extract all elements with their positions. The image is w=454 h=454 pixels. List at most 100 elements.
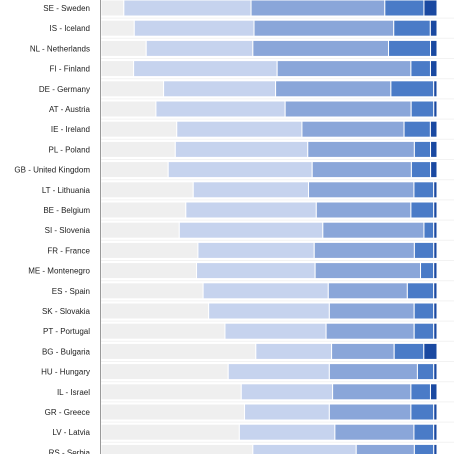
bar-segment-3[interactable] (322, 221, 425, 239)
bar-segment-5[interactable] (423, 0, 438, 17)
bar-segment-5[interactable] (433, 100, 438, 118)
bar-segment-4[interactable] (423, 221, 435, 239)
bar-segment-4[interactable] (413, 302, 435, 320)
bar-segment-2[interactable] (145, 39, 254, 57)
bar-segment-2[interactable] (252, 443, 357, 454)
bar-segment-5[interactable] (429, 60, 438, 78)
bar-segment-2[interactable] (238, 423, 336, 441)
bar-segment-3[interactable] (327, 282, 408, 300)
bar-segment-1[interactable] (100, 241, 199, 259)
bar-segment-1[interactable] (100, 423, 240, 441)
bar-segment-1[interactable] (100, 342, 257, 360)
bar-segment-4[interactable] (388, 39, 432, 57)
bar-segment-2[interactable] (192, 181, 310, 199)
bar-segment-2[interactable] (174, 140, 309, 158)
bar-segment-1[interactable] (100, 443, 254, 454)
bar-segment-1[interactable] (100, 302, 210, 320)
bar-segment-1[interactable] (100, 60, 135, 78)
bar-segment-1[interactable] (100, 383, 242, 401)
bar-segment-4[interactable] (413, 241, 435, 259)
bar-segment-5[interactable] (429, 19, 438, 37)
bar-segment-3[interactable] (331, 342, 395, 360)
bar-segment-3[interactable] (250, 0, 386, 17)
bar-segment-5[interactable] (433, 181, 438, 199)
bar-segment-1[interactable] (100, 262, 198, 280)
bar-segment-4[interactable] (410, 403, 435, 421)
bar-segment-2[interactable] (244, 403, 330, 421)
bar-segment-1[interactable] (100, 403, 246, 421)
bar-segment-3[interactable] (253, 19, 395, 37)
bar-segment-4[interactable] (416, 363, 435, 381)
bar-segment-2[interactable] (255, 342, 333, 360)
bar-segment-3[interactable] (301, 120, 405, 138)
bar-segment-4[interactable] (413, 140, 432, 158)
bar-segment-4[interactable] (390, 80, 435, 98)
bar-segment-2[interactable] (167, 161, 313, 179)
bar-segment-2[interactable] (133, 19, 255, 37)
bar-segment-1[interactable] (100, 161, 169, 179)
bar-segment-5[interactable] (423, 342, 438, 360)
bar-segment-5[interactable] (430, 140, 438, 158)
bar-segment-3[interactable] (328, 302, 415, 320)
bar-segment-5[interactable] (433, 262, 438, 280)
bar-segment-1[interactable] (100, 100, 157, 118)
bar-segment-2[interactable] (176, 120, 303, 138)
bar-segment-4[interactable] (413, 322, 435, 340)
bar-segment-2[interactable] (163, 80, 277, 98)
bar-segment-3[interactable] (334, 423, 415, 441)
bar-segment-5[interactable] (433, 403, 438, 421)
bar-segment-5[interactable] (433, 221, 438, 239)
bar-segment-3[interactable] (313, 241, 415, 259)
bar-segment-5[interactable] (433, 423, 438, 441)
bar-segment-5[interactable] (433, 241, 438, 259)
bar-segment-4[interactable] (406, 282, 435, 300)
bar-segment-4[interactable] (403, 120, 431, 138)
bar-segment-1[interactable] (100, 322, 226, 340)
bar-segment-2[interactable] (224, 322, 327, 340)
bar-segment-4[interactable] (410, 100, 435, 118)
bar-segment-1[interactable] (100, 282, 204, 300)
bar-segment-3[interactable] (275, 80, 392, 98)
bar-segment-3[interactable] (315, 201, 412, 219)
bar-segment-2[interactable] (178, 221, 324, 239)
bar-segment-5[interactable] (433, 363, 438, 381)
bar-segment-2[interactable] (196, 262, 316, 280)
bar-segment-1[interactable] (100, 0, 125, 17)
bar-segment-5[interactable] (433, 443, 438, 454)
bar-segment-2[interactable] (123, 0, 252, 17)
bar-segment-2[interactable] (133, 60, 278, 78)
bar-segment-4[interactable] (410, 383, 431, 401)
bar-segment-4[interactable] (420, 262, 435, 280)
bar-segment-4[interactable] (393, 342, 425, 360)
bar-segment-3[interactable] (284, 100, 412, 118)
bar-segment-2[interactable] (240, 383, 334, 401)
bar-segment-3[interactable] (308, 181, 415, 199)
bar-segment-3[interactable] (325, 322, 415, 340)
bar-segment-4[interactable] (410, 201, 435, 219)
bar-segment-1[interactable] (100, 181, 194, 199)
bar-segment-3[interactable] (328, 363, 418, 381)
bar-segment-1[interactable] (100, 140, 176, 158)
bar-segment-1[interactable] (100, 221, 180, 239)
bar-segment-3[interactable] (314, 262, 422, 280)
bar-segment-5[interactable] (433, 302, 438, 320)
bar-segment-2[interactable] (155, 100, 286, 118)
bar-segment-1[interactable] (100, 19, 135, 37)
bar-segment-5[interactable] (429, 120, 438, 138)
bar-segment-5[interactable] (433, 201, 438, 219)
bar-segment-1[interactable] (100, 80, 165, 98)
bar-segment-4[interactable] (384, 0, 425, 17)
bar-segment-5[interactable] (433, 282, 438, 300)
bar-segment-3[interactable] (328, 403, 412, 421)
bar-segment-3[interactable] (276, 60, 412, 78)
bar-segment-4[interactable] (413, 181, 435, 199)
bar-segment-4[interactable] (413, 423, 435, 441)
bar-segment-1[interactable] (100, 201, 187, 219)
bar-segment-1[interactable] (100, 39, 147, 57)
bar-segment-5[interactable] (430, 39, 438, 57)
bar-segment-4[interactable] (410, 161, 432, 179)
bar-segment-2[interactable] (208, 302, 330, 320)
bar-segment-3[interactable] (311, 161, 412, 179)
bar-segment-5[interactable] (433, 80, 438, 98)
bar-segment-4[interactable] (393, 19, 431, 37)
